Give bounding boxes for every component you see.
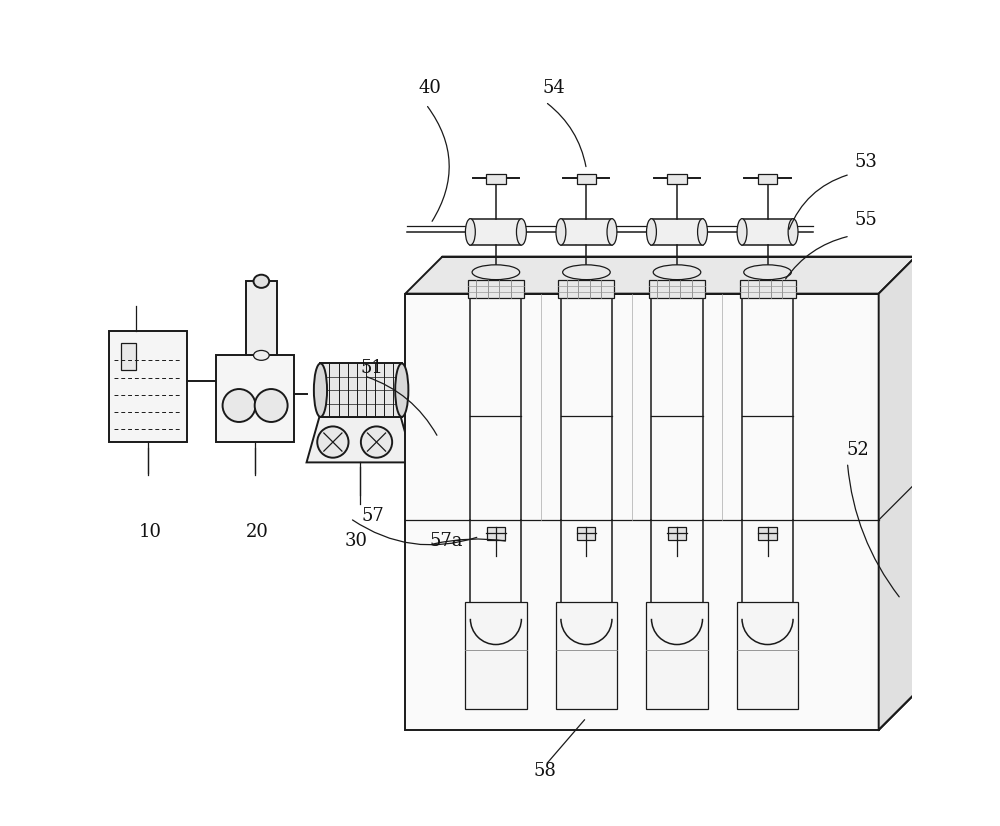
Ellipse shape xyxy=(698,219,707,245)
Bar xyxy=(667,174,687,184)
Bar xyxy=(577,174,596,184)
Bar xyxy=(651,219,703,245)
Bar xyxy=(320,363,402,417)
Circle shape xyxy=(361,426,392,458)
Ellipse shape xyxy=(465,219,475,245)
Text: 40: 40 xyxy=(419,78,441,97)
Bar xyxy=(758,174,777,184)
Bar xyxy=(758,527,777,539)
Bar xyxy=(649,280,705,297)
Bar xyxy=(465,602,527,710)
Text: 58: 58 xyxy=(534,762,557,780)
Bar xyxy=(646,602,708,710)
Circle shape xyxy=(317,426,349,458)
Bar xyxy=(121,344,136,369)
Text: 10: 10 xyxy=(139,524,162,541)
Circle shape xyxy=(255,389,288,422)
Polygon shape xyxy=(879,257,916,730)
Ellipse shape xyxy=(556,219,566,245)
Bar xyxy=(556,602,617,710)
Text: 54: 54 xyxy=(542,78,565,97)
Ellipse shape xyxy=(788,219,798,245)
Text: 52: 52 xyxy=(847,441,869,459)
Text: 55: 55 xyxy=(855,211,878,229)
Ellipse shape xyxy=(744,265,791,280)
Bar xyxy=(486,174,506,184)
Bar xyxy=(405,293,879,730)
Bar xyxy=(470,219,521,245)
Bar xyxy=(742,219,793,245)
Bar xyxy=(109,330,187,442)
Bar xyxy=(668,527,686,539)
Ellipse shape xyxy=(563,265,610,280)
Bar xyxy=(577,527,595,539)
Text: 57a: 57a xyxy=(430,532,463,549)
Polygon shape xyxy=(405,257,916,293)
Bar xyxy=(487,527,505,539)
Text: 53: 53 xyxy=(855,153,878,171)
Ellipse shape xyxy=(314,363,327,417)
Ellipse shape xyxy=(472,265,520,280)
Text: 30: 30 xyxy=(344,532,367,549)
Ellipse shape xyxy=(254,350,269,360)
Ellipse shape xyxy=(737,219,747,245)
Ellipse shape xyxy=(653,265,701,280)
Circle shape xyxy=(223,389,256,422)
Bar xyxy=(558,280,614,297)
Ellipse shape xyxy=(395,363,408,417)
Ellipse shape xyxy=(647,219,656,245)
Bar xyxy=(737,602,798,710)
Bar xyxy=(561,219,612,245)
Bar xyxy=(246,282,277,355)
Bar xyxy=(468,280,524,297)
Ellipse shape xyxy=(516,219,526,245)
Polygon shape xyxy=(307,417,414,463)
Bar xyxy=(740,280,796,297)
Text: 20: 20 xyxy=(246,524,269,541)
Bar xyxy=(216,355,294,442)
Ellipse shape xyxy=(607,219,617,245)
Ellipse shape xyxy=(254,275,269,288)
Text: 57: 57 xyxy=(361,507,384,525)
Text: 51: 51 xyxy=(361,358,384,377)
